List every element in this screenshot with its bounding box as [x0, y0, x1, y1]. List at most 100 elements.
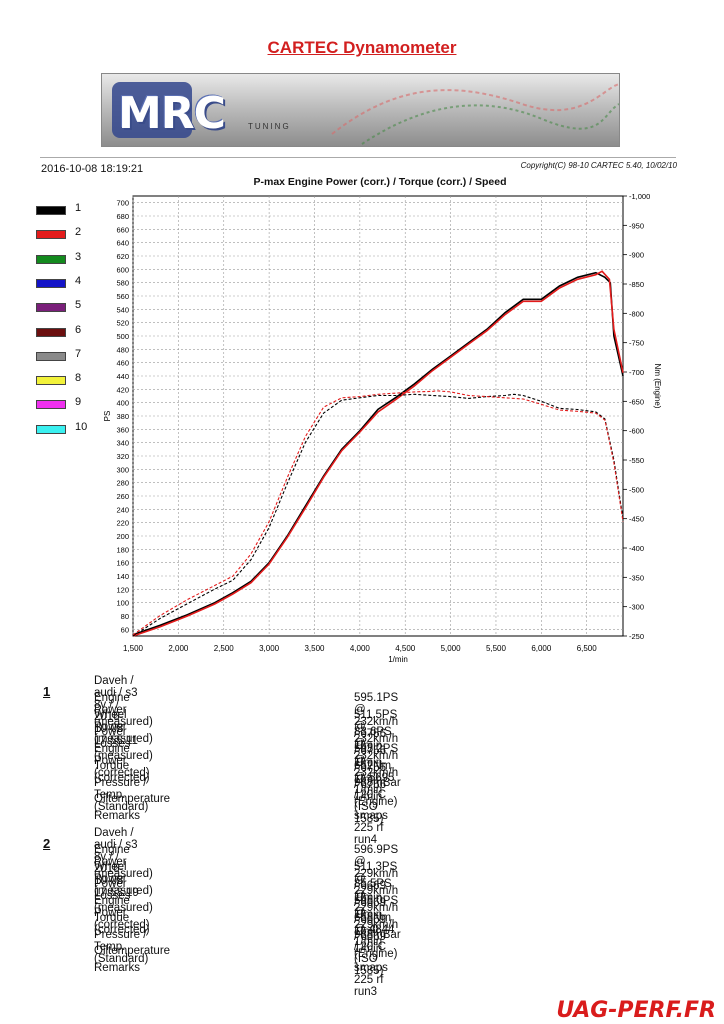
x-tick-label: 5,000 — [441, 644, 462, 653]
banner-swirl-graphic — [112, 82, 619, 145]
run-row-label: Pressure / Temp. (Standard) — [94, 928, 149, 965]
y-tick-label: 240 — [116, 505, 129, 514]
chart-title: P-max Engine Power (corr.) / Torque (cor… — [253, 176, 507, 188]
run-row-label: Engine Power (corrected) — [94, 742, 150, 779]
x-tick-label: 6,000 — [531, 644, 552, 653]
run-row-value: 662Nm @ 5695 1/min (Engine) — [354, 759, 398, 808]
y-tick-label: 380 — [116, 412, 129, 421]
y-tick-label: 480 — [116, 345, 129, 354]
y-tick-label: 560 — [116, 292, 129, 301]
run-number: 1 — [43, 684, 51, 699]
y-tick-label: 60 — [121, 625, 129, 634]
run-row-label: Remarks — [94, 962, 141, 975]
x-axis-label: 1/min — [388, 655, 408, 664]
x-tick-label: 1,500 — [123, 644, 144, 653]
x-tick-label: 6,500 — [577, 644, 598, 653]
run-row-label: Engine Power (measured) — [94, 692, 153, 728]
y-tick-label: 420 — [116, 385, 129, 394]
legend-label: 5 — [75, 299, 82, 312]
legend-item-2: 2 — [34, 226, 114, 247]
legend-swatch — [36, 351, 66, 361]
run-row-value: 988mBar / 20°C (ISO 1585) — [354, 776, 401, 825]
legend-item-4: 4 — [34, 274, 114, 296]
run-row-value: smaps 225 rf run4 — [354, 810, 388, 847]
legend-label: 10 — [75, 420, 88, 433]
y-tick-label: 200 — [116, 532, 129, 541]
run-row-value: 595.1PS @ 232km/h / 6756 1/min — [354, 692, 399, 752]
legend-swatch — [36, 376, 66, 386]
y2-tick-label: -950 — [629, 221, 644, 230]
y2-tick-label: -750 — [629, 339, 644, 348]
x-tick-label: 2,000 — [168, 644, 189, 653]
legend-label: 6 — [75, 323, 82, 336]
y-tick-label: 160 — [116, 559, 129, 568]
logo-subtext: TUNING — [248, 122, 291, 131]
y-tick-label: 580 — [116, 279, 129, 288]
watermark: UAG-PERF.FR — [556, 998, 716, 1023]
run-row-value: 988mBar / 20°C (ISO 1585) — [354, 928, 401, 977]
series-line-power-2 — [132, 270, 624, 637]
legend-label: 9 — [75, 396, 82, 409]
y-tick-label: 360 — [116, 425, 129, 434]
y-tick-label: 120 — [116, 585, 129, 594]
legend-item-5: 5 — [34, 299, 114, 320]
y-tick-label: 600 — [116, 265, 129, 274]
run-row-value: 668Nm @ 4844 1/min (Engine) — [354, 911, 398, 960]
run-row-label: Wheel Power (measured) — [94, 708, 153, 745]
legend-label: 1 — [75, 202, 82, 214]
logo-banner — [101, 73, 620, 147]
y-tick-label: 440 — [116, 372, 129, 381]
y2-tick-label: -400 — [629, 544, 644, 553]
run-row-label: Pressure / Temp. (Standard) — [94, 776, 149, 813]
dyno-chart: 1,500 2,000 2,500 3,000 3,500 4,000 4,500 5,000… — [103, 192, 662, 664]
run-row-label: Power Losses (measured) — [94, 877, 153, 914]
report-title: CARTEC Dynamometer — [267, 38, 457, 57]
run-row-label: Oiltemperature — [94, 793, 171, 806]
y-tick-label: 220 — [116, 519, 129, 528]
run-row-value: -- — [354, 945, 358, 970]
run-row-value: 85.5PS @ 229km/h / 6669 1/min — [354, 877, 399, 938]
y-tick-label: 500 — [116, 332, 129, 341]
y2-tick-label: -300 — [629, 603, 644, 612]
run-number: 2 — [43, 836, 51, 851]
y-tick-label: 520 — [116, 319, 129, 328]
legend-swatch — [36, 400, 66, 410]
y-tick-label: 280 — [116, 479, 129, 488]
y-tick-label: 100 — [116, 599, 129, 608]
y2-tick-label: -900 — [629, 251, 644, 260]
legend-item-10: 10 — [34, 420, 114, 442]
legend-item-8: 8 — [34, 372, 114, 393]
report-datetime: 2016-10-08 18:19:21 — [41, 163, 144, 175]
series-line-torque-2 — [132, 390, 624, 636]
run-row-label: Torque (corrected) — [94, 911, 150, 936]
header-divider — [40, 157, 676, 158]
y2-tick-label: -450 — [629, 515, 644, 524]
run-row-value: 83.6PS @ 232km/h / 6756 1/min — [354, 725, 399, 786]
y-tick-label: 620 — [116, 252, 129, 261]
x-tick-label: 3,500 — [304, 644, 325, 653]
legend-label: 3 — [75, 250, 82, 263]
y2-tick-label: -1,000 — [629, 192, 650, 201]
legend-swatch — [36, 230, 66, 240]
y2-tick-label: -350 — [629, 573, 644, 582]
series-line-power-1 — [132, 271, 624, 636]
y-tick-label: 680 — [116, 212, 129, 221]
x-tick-label: 2,500 — [214, 644, 235, 653]
legend-swatch — [36, 327, 66, 337]
y2-tick-label: -700 — [629, 368, 644, 377]
legend-label: 2 — [75, 226, 82, 239]
legend-swatch — [36, 254, 66, 264]
legend-label: 4 — [75, 274, 82, 287]
legend-swatch — [36, 278, 66, 288]
legend-item-9: 9 — [34, 396, 114, 417]
legend-item-1: 1 — [34, 202, 114, 223]
y2-tick-label: -850 — [629, 280, 644, 289]
legend-item-3: 3 — [34, 250, 114, 272]
y-tick-label: 340 — [116, 439, 129, 448]
y-tick-label: 700 — [116, 199, 129, 208]
y2-tick-label: -600 — [629, 427, 644, 436]
y-tick-label: 640 — [116, 239, 129, 248]
y2-tick-label: -650 — [629, 397, 644, 406]
run-row-value: 593.2PS @ 232km/h / 6756 1/min — [354, 742, 399, 803]
run-row-label: Wheel Power (measured) — [94, 860, 153, 897]
